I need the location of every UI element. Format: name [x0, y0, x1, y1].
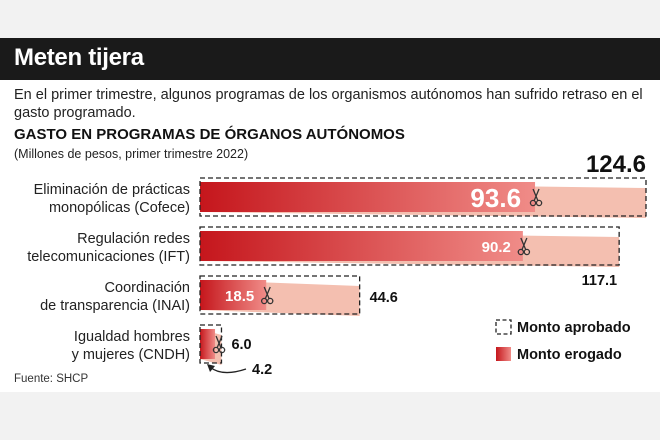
scissors-icon: [260, 286, 274, 305]
arrow-icon: [209, 366, 247, 374]
category-label: Regulación redes telecomunicaciones (IFT): [27, 231, 190, 265]
chart-title: GASTO EN PROGRAMAS DE ÓRGANOS AUTÓNOMOS: [14, 126, 405, 143]
svg-text:Monto aprobado: Monto aprobado: [517, 320, 631, 336]
approved-value-label: 6.0: [231, 337, 251, 353]
page-title: Meten tijera: [0, 38, 660, 80]
spent-bar: [200, 280, 267, 310]
spent-value-label: 93.6: [470, 183, 521, 213]
page-subtitle: En el primer trimestre, algunos programa…: [14, 87, 643, 121]
spent-value-label: 18.5: [225, 288, 254, 305]
bar-row: Coordinación de transparencia (INAI) 44.6 1…: [40, 275, 398, 316]
spent-bar: [200, 182, 536, 212]
chart-units: (Millones de pesos, primer trimestre 202…: [14, 147, 249, 161]
approved-outline: [199, 275, 361, 315]
spent-value-label: 90.2: [482, 239, 511, 256]
approved-value-label: 44.6: [370, 290, 398, 306]
spent-value-label: 4.2: [252, 362, 272, 378]
bar-row: Regulación redes telecomunicaciones (IFT)…: [27, 226, 620, 289]
scissors-icon: [529, 188, 543, 207]
legend-approved: Monto aprobado: [495, 319, 631, 336]
category-label: Coordinación de transparencia (INAI): [40, 280, 190, 314]
legend-spent: Monto erogado: [496, 347, 622, 363]
category-label: Igualdad hombres y mujeres (CNDH): [72, 329, 190, 363]
spent-bar: [200, 329, 216, 359]
approved-outline: [199, 226, 620, 266]
approved-value-label: 124.6: [586, 151, 646, 178]
source-note: Fuente: SHCP: [14, 373, 89, 385]
arrow-head-icon: [207, 364, 215, 372]
approved-value-label: 117.1: [582, 273, 618, 289]
scissors-icon: [517, 237, 531, 256]
spent-bar: [200, 231, 523, 261]
bar-row: Igualdad hombres y mujeres (CNDH) 6.04.2: [72, 324, 272, 378]
scissors-icon: [212, 335, 226, 354]
bar-row: Eliminación de prácticas monopólicas (Cof…: [34, 151, 647, 218]
svg-text:Monto erogado: Monto erogado: [517, 347, 622, 363]
category-label: Eliminación de prácticas monopólicas (Cof…: [34, 182, 190, 216]
approved-outline: [199, 324, 223, 364]
approved-outline: [199, 177, 647, 217]
